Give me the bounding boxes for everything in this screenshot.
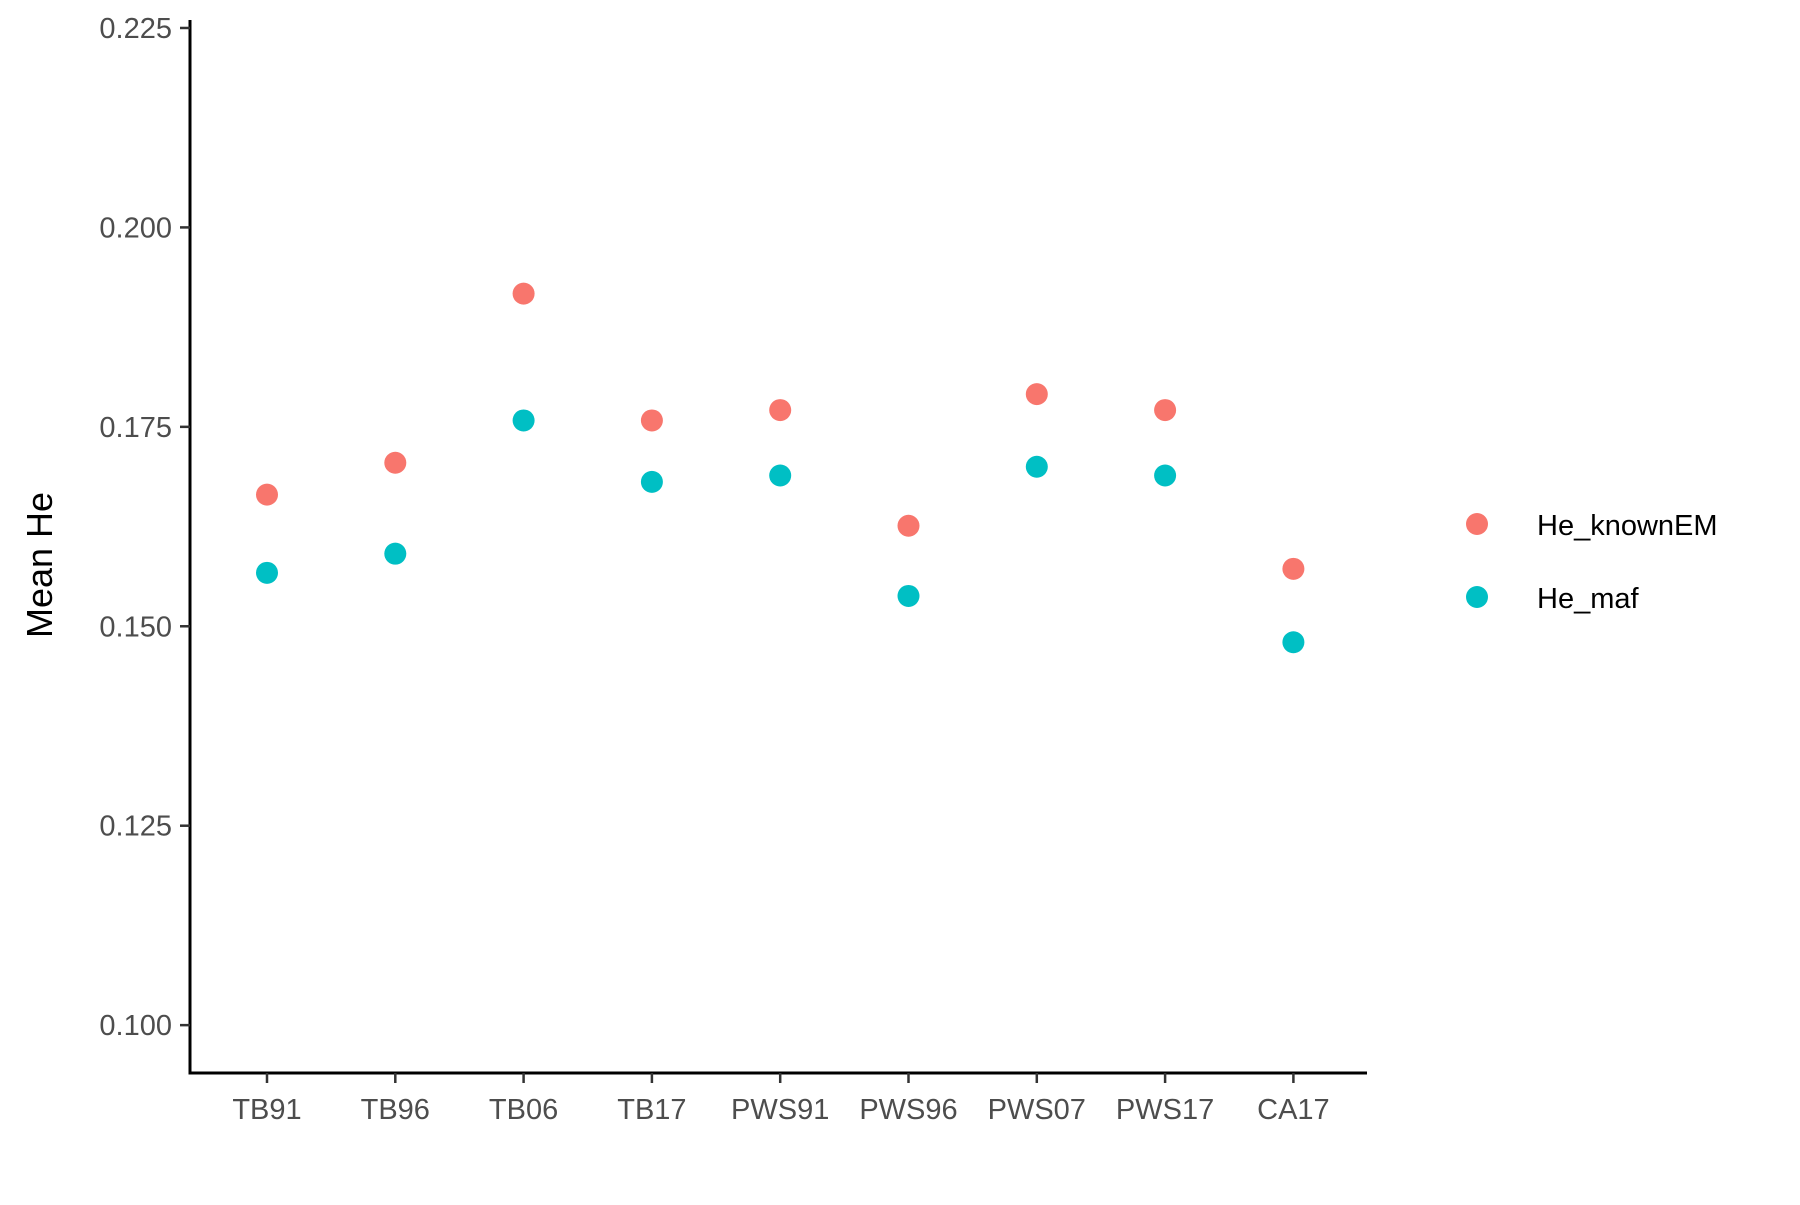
data-point-He_maf (512, 409, 535, 432)
data-point-He_maf (897, 584, 920, 607)
data-point-He_maf (1154, 464, 1177, 487)
x-tick-label: PWS91 (731, 1094, 829, 1126)
data-point-He_knownEM (1154, 399, 1177, 422)
legend-key-He_maf (1466, 586, 1488, 608)
data-point-He_maf (384, 542, 407, 565)
x-tick-label: CA17 (1257, 1094, 1330, 1126)
legend-label-He_knownEM: He_knownEM (1537, 510, 1718, 542)
data-point-He_knownEM (1025, 383, 1048, 406)
y-tick-label: 0.225 (99, 13, 172, 45)
y-tick-label: 0.100 (99, 1010, 172, 1042)
legend-label-He_maf: He_maf (1537, 583, 1639, 615)
data-point-He_knownEM (769, 399, 792, 422)
data-point-He_maf (640, 470, 663, 493)
data-point-He_knownEM (1282, 557, 1305, 580)
y-tick-label: 0.200 (99, 212, 172, 244)
y-axis-title: Mean He (19, 492, 60, 638)
legend: He_knownEM He_maf (1466, 510, 1718, 615)
data-point-He_maf (769, 464, 792, 487)
data-point-He_knownEM (256, 483, 278, 506)
data-points (256, 282, 1305, 654)
data-point-He_maf (1025, 455, 1048, 478)
data-point-He_knownEM (640, 409, 663, 432)
data-point-He_maf (1282, 631, 1305, 654)
x-tick-label: PWS07 (988, 1094, 1086, 1126)
data-point-He_maf (256, 561, 278, 584)
legend-key-He_knownEM (1466, 513, 1488, 535)
data-point-He_knownEM (384, 451, 407, 474)
data-point-He_knownEM (512, 282, 535, 305)
x-tick-label: PWS96 (859, 1094, 957, 1126)
axes: 0.100 0.125 0.150 0.175 0.200 0.225 TB91 TB96 TB… (99, 13, 1367, 1126)
y-tick-label: 0.125 (99, 811, 172, 843)
y-tick-label: 0.175 (99, 412, 172, 444)
x-tick-label: PWS17 (1116, 1094, 1214, 1126)
x-tick-label: TB96 (361, 1094, 430, 1126)
x-tick-label: TB91 (232, 1094, 301, 1126)
x-tick-label: TB17 (617, 1094, 686, 1126)
y-tick-label: 0.150 (99, 611, 172, 643)
data-point-He_knownEM (897, 514, 920, 537)
x-tick-label: TB06 (489, 1094, 558, 1126)
